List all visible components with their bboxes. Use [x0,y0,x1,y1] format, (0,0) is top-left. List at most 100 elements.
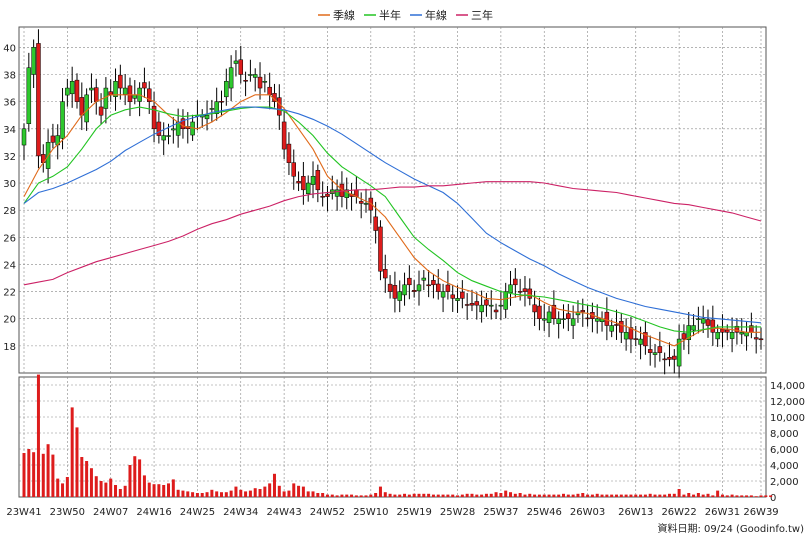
volume-bar [513,493,517,497]
volume-bar [191,492,195,497]
candle-body [79,97,85,116]
price-tick-label: 30 [3,179,16,190]
volume-bar [219,492,223,497]
price-tick-label: 20 [3,315,16,326]
volume-bar [745,495,749,497]
volume-bar [263,486,267,497]
volume-bar [244,491,248,497]
candle-body [122,87,128,95]
volume-bar [407,494,411,497]
volume-bar [600,494,604,497]
volume-bar [133,456,137,497]
candle-body [652,352,658,355]
x-tick-label: 25W19 [397,507,432,518]
volume-bar [239,489,243,497]
candle-body [69,81,75,95]
volume-bar [277,485,281,497]
candle-body [407,277,412,286]
volume-bar [537,494,541,497]
volume-bar [547,494,551,497]
volume-bar [147,482,151,497]
volume-bar [56,478,60,497]
price-tick-label: 32 [3,152,16,163]
volume-bar [393,494,397,497]
ma-line-半年 [23,106,761,333]
volume-tick-label: 4,000 [770,461,799,472]
volume-tick-label: 14,000 [770,381,805,392]
volume-bar [528,493,532,497]
volume-bar [94,476,98,497]
legend-label-threeyear: 三年 [471,8,493,22]
candle-body [493,309,499,313]
volume-bar [330,494,334,497]
volume-bar [566,494,570,497]
legend-label-season: 季線 [333,8,355,22]
volume-bar [200,493,204,497]
volume-tick-label: 10,000 [770,413,805,424]
volume-bar [494,492,498,497]
volume-bar [157,484,161,497]
candle-body [50,135,56,143]
x-tick-label: 25W37 [483,507,518,518]
x-tick-label: 25W10 [353,507,388,518]
price-panel-frame [18,26,767,374]
volume-bar [152,484,156,497]
candle-body [484,299,489,306]
candle-body [739,332,744,335]
volume-bar [162,485,166,497]
candle-body [561,318,566,320]
volume-bar [441,494,445,497]
candle-body [734,325,740,333]
x-tick-label: 24W16 [136,507,171,518]
volume-bar [287,490,291,497]
candle-body [378,226,383,272]
candle-body [171,128,176,131]
candle-body [556,318,561,324]
volume-bar [258,489,262,497]
volume-bar [224,492,228,497]
volume-bar [542,494,546,497]
price-tick-label: 36 [3,98,16,109]
volume-bar [369,494,373,497]
candle-body [700,318,706,324]
volume-bar [687,493,691,497]
candle-body [180,118,186,130]
candle-body [628,327,634,340]
volume-bar [706,493,710,497]
volume-bar [234,486,238,497]
volume-bar [692,494,696,497]
volume-bar [431,494,435,497]
volume-bar [46,444,50,497]
volume-bar [576,493,580,497]
volume-bar [51,454,55,497]
price-tick-label: 24 [3,260,16,271]
candle-body [455,298,460,301]
volume-bar [499,493,503,497]
candle-body [156,121,162,136]
volume-bar [354,495,358,497]
volume-bar [248,490,252,497]
volume-bar [417,493,421,497]
candle-body [474,301,480,306]
candle-body [142,82,147,89]
candle-body [84,94,89,123]
candle-body [643,332,648,347]
volume-bar [484,493,488,497]
candle-body [296,181,301,184]
volume-bar [350,494,354,497]
volume-bar [634,494,638,497]
legend-label-year: 年線 [425,8,447,22]
candle-body [252,74,258,78]
candle-body [113,81,118,97]
candle-body [363,203,369,205]
volume-bar [764,495,768,497]
price-tick-label: 38 [3,70,16,81]
volume-bar [701,494,705,497]
volume-bar [648,493,652,497]
volume-bar [730,494,734,497]
x-tick-label: 25W28 [440,507,475,518]
candle-body [373,216,378,231]
candle-body [436,283,441,292]
volume-bar [696,493,700,497]
